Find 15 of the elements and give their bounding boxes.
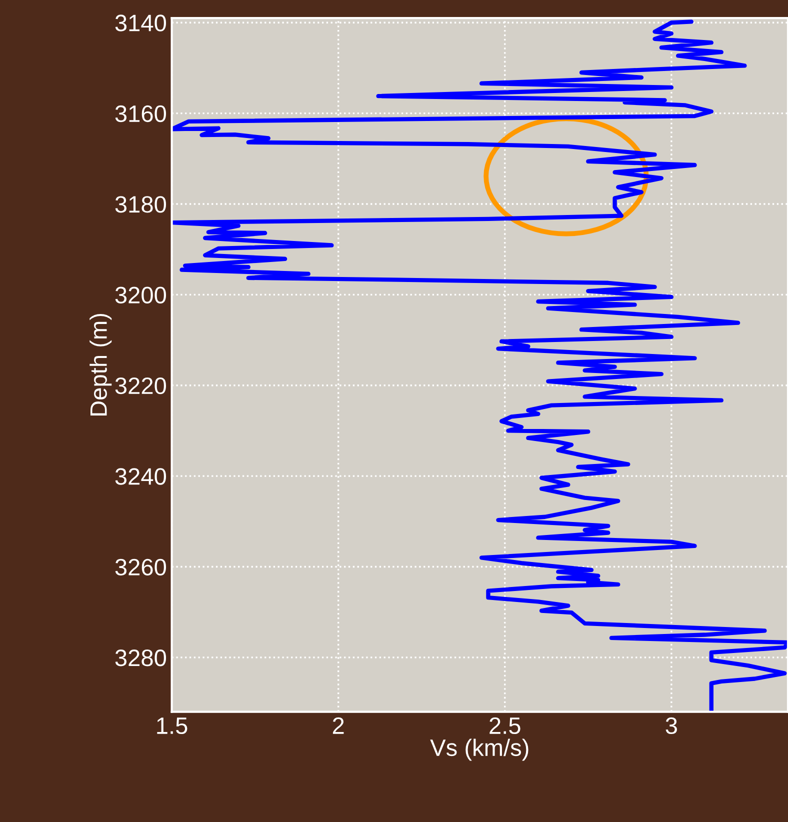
y-tick-label: 3200	[115, 286, 166, 304]
y-axis-title: Depth (m)	[90, 314, 112, 416]
x-tick-label: 2	[332, 717, 344, 734]
x-tick-label: 1.5	[157, 718, 188, 734]
x-tick-label: 3	[666, 717, 677, 734]
x-axis-title: Vs (km/s)	[430, 738, 528, 761]
y-tick-label: 3260	[115, 558, 166, 576]
y-tick-label: 3180	[115, 196, 166, 213]
x-tick-label: 2.5	[490, 717, 520, 734]
y-tick-label: 3160	[115, 105, 166, 122]
y-tick-label: 3220	[115, 377, 166, 394]
line-series	[172, 20, 788, 712]
y-tick-label: 3140	[115, 14, 166, 32]
y-tick-label: 3280	[115, 650, 166, 666]
y-tick-label: 3240	[115, 468, 166, 485]
